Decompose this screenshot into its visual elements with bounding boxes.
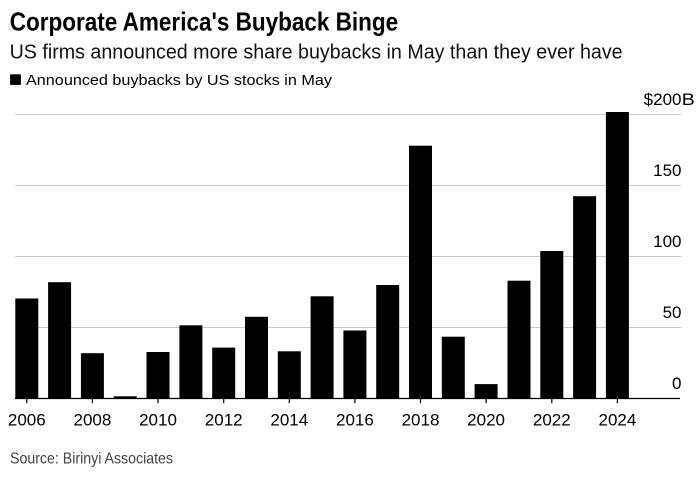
svg-text:150: 150 bbox=[653, 161, 681, 180]
svg-text:2020: 2020 bbox=[467, 411, 505, 430]
svg-text:2008: 2008 bbox=[73, 411, 111, 430]
svg-text:2010: 2010 bbox=[139, 411, 177, 430]
svg-text:100: 100 bbox=[653, 232, 681, 251]
svg-text:2024: 2024 bbox=[598, 411, 636, 430]
svg-text:Source: Birinyi Associates: Source: Birinyi Associates bbox=[10, 450, 173, 467]
svg-text:2012: 2012 bbox=[205, 411, 243, 430]
svg-text:50: 50 bbox=[663, 303, 682, 322]
svg-text:0: 0 bbox=[672, 374, 681, 393]
svg-text:2014: 2014 bbox=[270, 411, 308, 430]
svg-text:$200: $200 bbox=[644, 90, 682, 109]
svg-text:2016: 2016 bbox=[336, 411, 374, 430]
svg-text:2022: 2022 bbox=[533, 411, 571, 430]
svg-text:Announced buybacks by US stock: Announced buybacks by US stocks in May bbox=[26, 72, 333, 89]
svg-text:B: B bbox=[682, 90, 695, 109]
svg-text:2018: 2018 bbox=[402, 411, 440, 430]
svg-text:US firms announced more share: US firms announced more share buybacks i… bbox=[10, 42, 623, 64]
svg-text:2006: 2006 bbox=[8, 411, 46, 430]
svg-text:Corporate America's Buyback Bi: Corporate America's Buyback Binge bbox=[10, 6, 399, 36]
